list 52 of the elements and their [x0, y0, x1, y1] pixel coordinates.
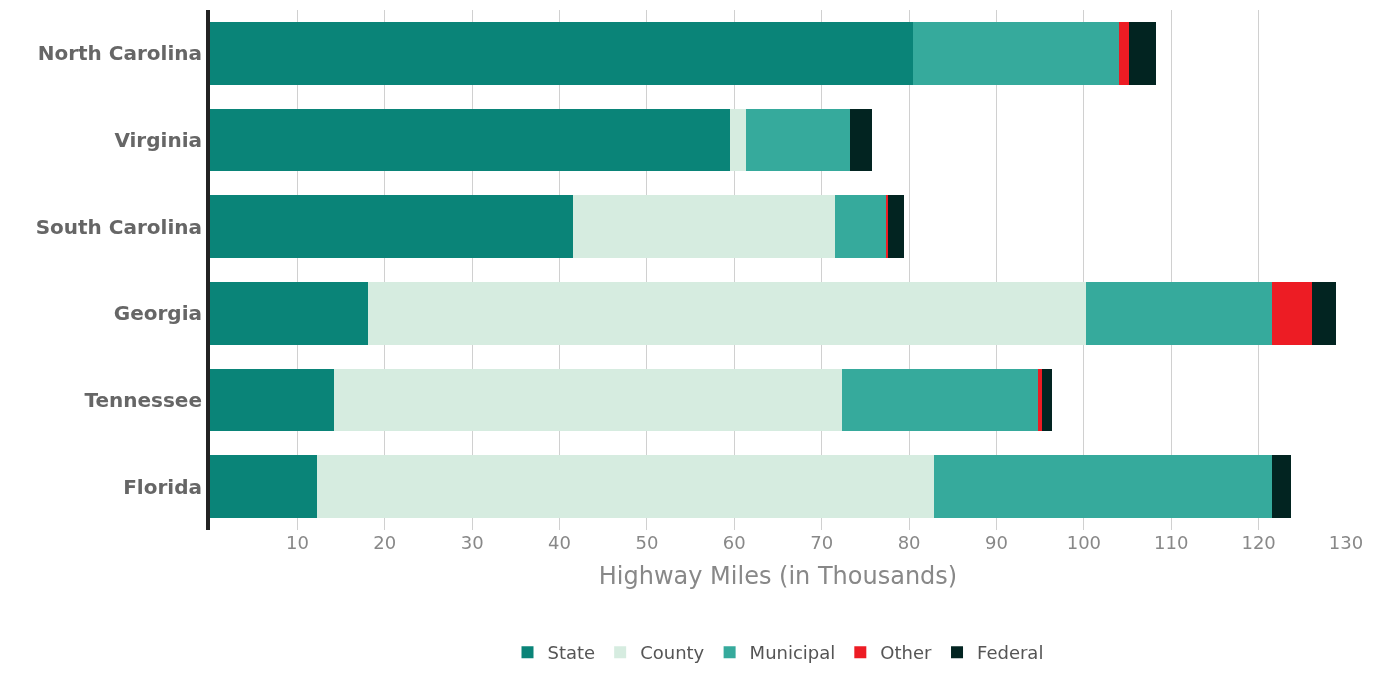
bar	[1041, 368, 1052, 432]
x-tick-label: 60	[722, 532, 746, 553]
legend-label: State	[547, 642, 596, 664]
x-tick-label: 10	[285, 532, 309, 553]
bar	[834, 195, 887, 258]
y-tick-label: Georgia	[113, 301, 202, 326]
x-tick-label: 20	[373, 532, 397, 553]
legend-label: Federal	[977, 642, 1044, 664]
bar	[572, 195, 835, 258]
bar	[841, 368, 1038, 432]
bar	[368, 282, 1086, 345]
bar	[729, 108, 746, 172]
x-tick-label: 80	[897, 532, 921, 553]
bar	[1037, 368, 1042, 432]
x-tick-label: 110	[1154, 532, 1189, 553]
bar	[849, 108, 872, 172]
x-tick-label: 30	[460, 532, 484, 553]
bar	[886, 195, 889, 258]
x-tick-label: 90	[985, 532, 1008, 553]
bar	[1118, 22, 1130, 85]
bar	[1271, 455, 1291, 518]
y-tick-label: North Carolina	[37, 41, 202, 66]
bar	[912, 22, 1119, 85]
x-axis-title: Highway Miles (in Thousands)	[598, 562, 958, 591]
y-tick-label: Florida	[123, 474, 202, 499]
bar	[317, 455, 935, 518]
x-tick-label: 50	[635, 532, 659, 553]
y-tick-label: Tennessee	[84, 388, 202, 412]
legend-label: Municipal	[749, 642, 836, 664]
bar	[1129, 22, 1156, 85]
legend-label: County	[640, 642, 705, 664]
y-tick-label: South Carolina	[35, 214, 202, 239]
x-tick-label: 40	[548, 532, 571, 553]
bar	[934, 455, 1272, 518]
x-tick-label: 120	[1241, 532, 1276, 553]
legend-label: Other	[880, 642, 933, 664]
bar	[210, 282, 369, 345]
x-tick-label: 70	[810, 532, 834, 553]
bar	[210, 108, 730, 172]
bar	[210, 195, 573, 258]
bar	[888, 195, 904, 258]
bar	[210, 368, 335, 432]
bar	[210, 22, 913, 85]
bar	[1271, 282, 1312, 345]
y-tick-label: Virginia	[114, 128, 202, 152]
bar	[334, 368, 842, 432]
x-tick-label: 130	[1328, 532, 1364, 553]
bar	[210, 455, 318, 518]
x-tick-label: 100	[1066, 532, 1102, 553]
bar	[1085, 282, 1272, 345]
bar	[1311, 282, 1337, 345]
bar	[745, 108, 850, 172]
